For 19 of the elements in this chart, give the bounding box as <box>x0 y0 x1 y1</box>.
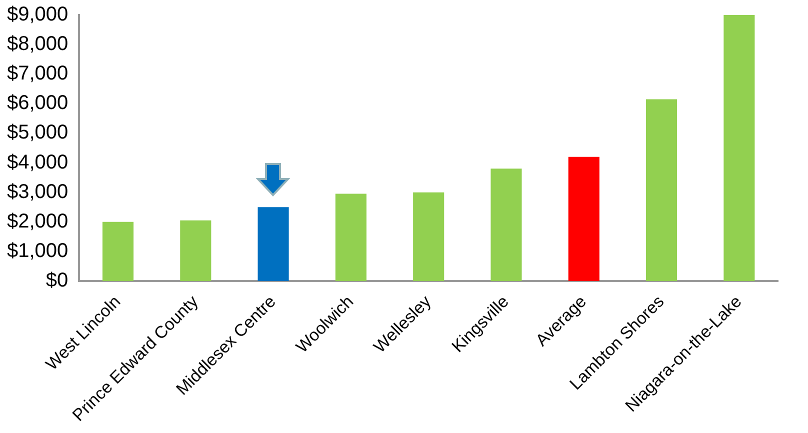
bar <box>413 192 444 281</box>
bar <box>335 194 366 281</box>
y-tick-label: $3,000 <box>7 180 68 203</box>
bar <box>180 220 212 281</box>
y-tick-label: $7,000 <box>7 62 68 85</box>
bar <box>568 156 600 281</box>
y-tick-label: $6,000 <box>7 92 68 114</box>
y-tick-label: $9,000 <box>7 4 68 26</box>
y-tick-label: $4,000 <box>7 151 68 174</box>
y-tick-label: $8,000 <box>7 33 68 56</box>
y-tick-label: $1,000 <box>7 240 68 262</box>
bar <box>258 207 289 281</box>
y-tick-label: $2,000 <box>7 210 68 232</box>
bar <box>724 15 755 281</box>
bar <box>646 99 678 281</box>
bar <box>102 222 134 281</box>
y-tick-label: $0 <box>46 269 68 292</box>
bar <box>490 168 522 281</box>
y-tick-label: $5,000 <box>7 122 68 144</box>
